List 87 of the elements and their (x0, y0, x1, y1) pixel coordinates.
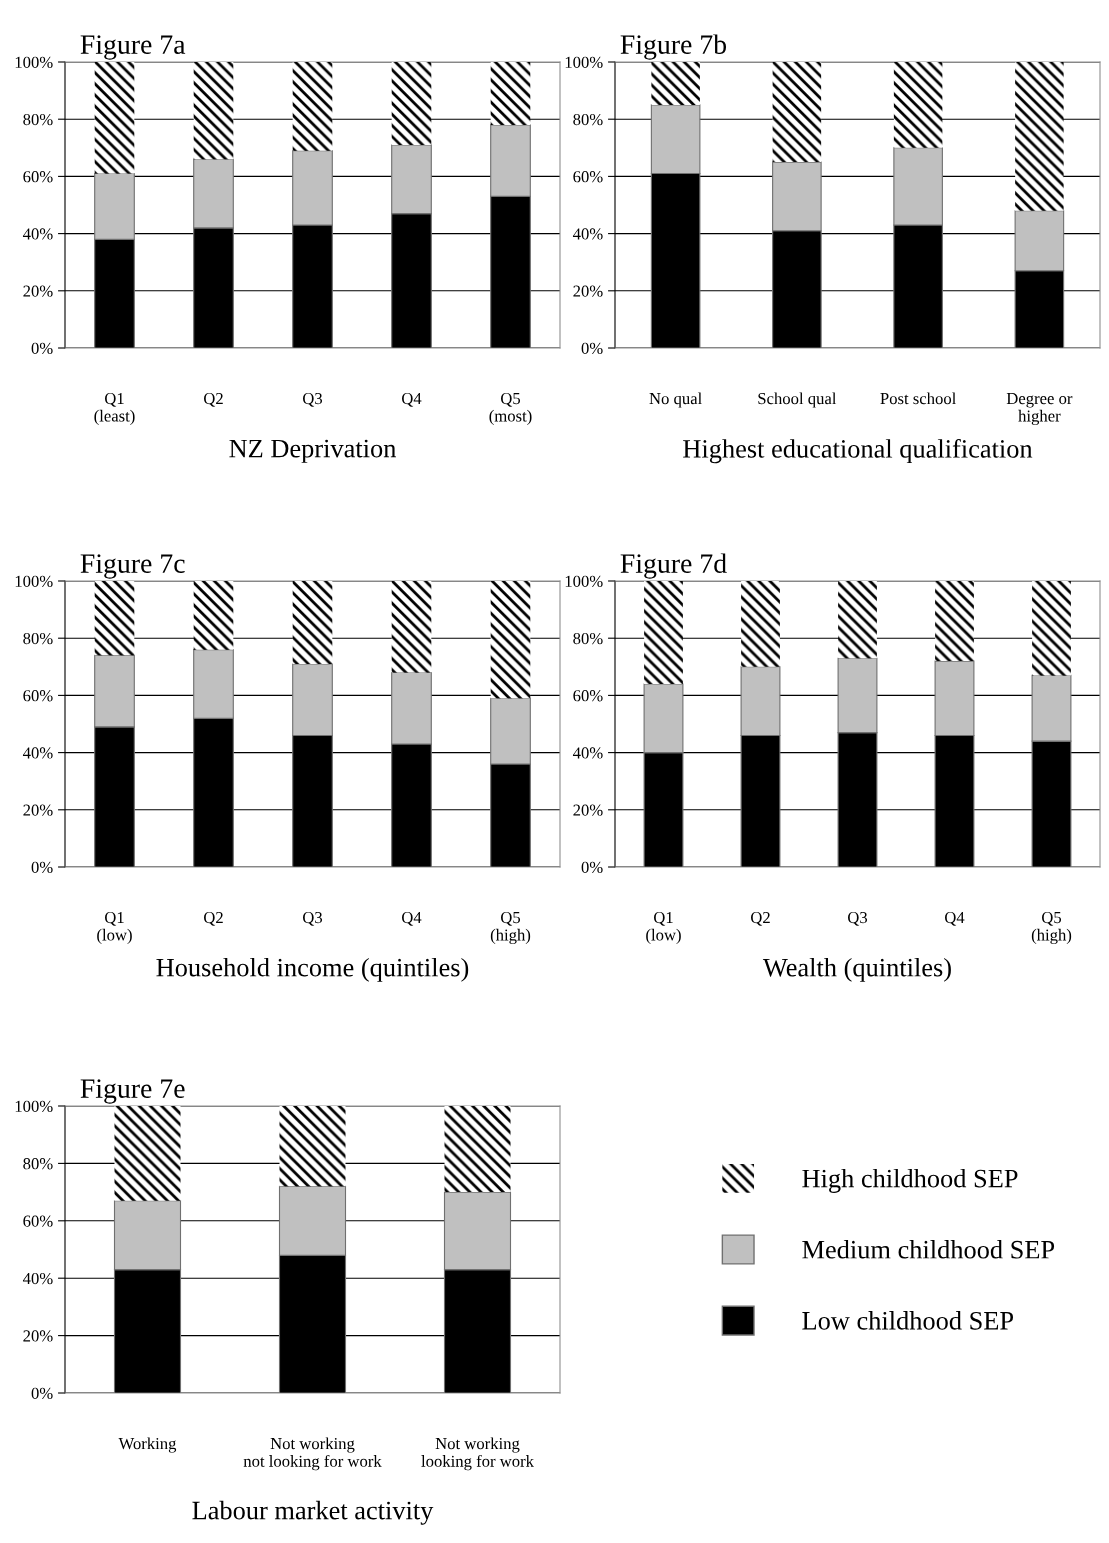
x-tick-label: Q2 (751, 911, 770, 926)
bar (292, 581, 333, 664)
bar (490, 581, 531, 699)
x-tick-label: Degree or higher (1006, 393, 1073, 426)
y-tick-label: 60% (23, 1215, 53, 1227)
bar (94, 581, 135, 656)
x-tick-label: Q3 (303, 911, 323, 926)
x-axis-title: NZ Deprivation (229, 439, 397, 463)
x-tick-label: Q3 (848, 911, 868, 926)
chart-title: Figure 7a (80, 35, 186, 60)
x-tick-label: Working (118, 1437, 177, 1453)
y-tick-label: 20% (23, 1330, 53, 1342)
x-tick-label: Q2 (204, 911, 223, 926)
bar (292, 62, 333, 151)
x-tick-label: Q4 (402, 392, 422, 407)
y-tick-label: 100% (565, 56, 603, 68)
x-tick-label: Post school (880, 392, 956, 405)
y-tick-label: 0% (581, 342, 603, 354)
x-tick-label: Q3 (303, 392, 323, 407)
bar (741, 581, 780, 667)
y-tick-label: 100% (15, 1100, 53, 1112)
y-tick-label: 80% (23, 632, 53, 645)
chart-title: Figure 7d (620, 553, 727, 579)
y-tick-label: 100% (565, 575, 603, 587)
y-tick-label: 60% (23, 171, 53, 183)
x-tick-label: Not working looking for work (421, 1437, 534, 1471)
y-tick-label: 100% (15, 56, 53, 68)
legend-label: High childhood SEP (802, 1168, 1018, 1193)
legend-label: Low childhood SEP (802, 1311, 1014, 1330)
bar (644, 581, 683, 684)
y-tick-label: 0% (31, 1387, 53, 1399)
x-axis-title: Highest educational qualification (683, 438, 1033, 464)
bar (94, 62, 135, 174)
chart-title: Figure 7e (80, 1079, 185, 1104)
y-tick-label: 60% (573, 171, 603, 183)
bar (193, 62, 234, 160)
y-tick-label: 20% (573, 285, 603, 297)
bar (772, 62, 822, 163)
y-tick-label: 100% (15, 575, 53, 587)
y-tick-label: 80% (573, 113, 603, 126)
x-tick-label: Q2 (204, 392, 223, 407)
x-tick-label: No qual (649, 392, 702, 408)
y-tick-label: 40% (22, 1272, 53, 1285)
y-tick-label: 40% (22, 747, 53, 759)
bar (279, 1106, 346, 1187)
x-tick-label: Q4 (402, 911, 422, 926)
bar (935, 581, 974, 662)
y-tick-label: 60% (23, 690, 53, 702)
bar (893, 62, 943, 148)
bar (391, 62, 432, 145)
y-tick-label: 20% (23, 285, 53, 297)
legend-label: Medium childhood SEP (802, 1240, 1055, 1259)
y-tick-label: 0% (31, 342, 53, 354)
bar (444, 1106, 511, 1193)
x-axis-title: Wealth (quintiles) (762, 957, 951, 982)
y-tick-label: 80% (23, 1158, 53, 1170)
x-tick-label: Not working not looking for work (243, 1437, 382, 1471)
x-tick-label: Q5 (high) (1031, 911, 1072, 945)
y-tick-label: 80% (23, 113, 53, 126)
bar (1015, 62, 1064, 211)
y-tick-label: 40% (572, 747, 603, 759)
y-tick-label: 80% (573, 632, 603, 645)
y-tick-label: 0% (31, 861, 53, 873)
y-tick-label: 40% (572, 228, 603, 240)
x-axis-title: Household income (quintiles) (156, 957, 469, 982)
y-tick-label: 40% (22, 228, 53, 240)
x-tick-label: Q5 (high) (490, 911, 531, 945)
x-tick-label: Q1 (low) (646, 911, 681, 944)
chart-title: Figure 7c (80, 554, 185, 579)
x-tick-label: Q4 (945, 911, 965, 926)
bar (838, 581, 877, 659)
chart-title: Figure 7b (620, 34, 727, 60)
x-tick-label: Q1 (low) (97, 911, 132, 944)
y-tick-label: 0% (581, 861, 603, 873)
y-tick-label: 20% (573, 804, 603, 816)
x-axis-title: Labour market activity (192, 1500, 434, 1525)
bar (193, 581, 234, 650)
x-tick-label: Q5 (most) (489, 392, 532, 425)
bar (1032, 581, 1071, 676)
bar (651, 62, 700, 105)
bar (391, 581, 432, 673)
bar (490, 62, 531, 125)
y-tick-label: 60% (573, 690, 603, 702)
bar (114, 1106, 181, 1201)
x-tick-label: Q1 (least) (94, 392, 135, 425)
y-tick-label: 20% (23, 804, 53, 816)
x-tick-label: School qual (758, 392, 837, 408)
